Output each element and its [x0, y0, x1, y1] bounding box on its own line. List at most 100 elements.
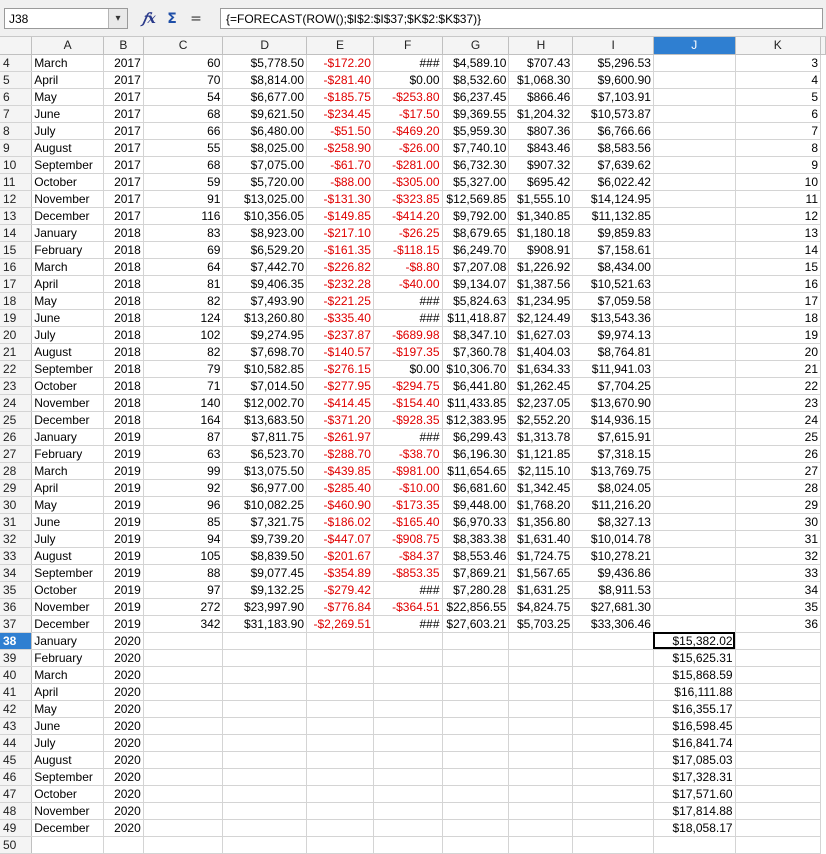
cell-c22[interactable]: 79: [143, 360, 224, 378]
cell-k21[interactable]: 20: [735, 343, 822, 361]
cell-e45[interactable]: [306, 751, 374, 769]
cell-b7[interactable]: 2017: [103, 105, 144, 123]
cell-k45[interactable]: [735, 751, 822, 769]
cell-k29[interactable]: 28: [735, 479, 822, 497]
cell-i30[interactable]: $11,216.20: [572, 496, 654, 514]
cell-a48[interactable]: November: [31, 802, 104, 820]
row-header[interactable]: 21: [0, 343, 33, 361]
cell-b40[interactable]: 2020: [103, 666, 144, 684]
cell-i14[interactable]: $9,859.83: [572, 224, 654, 242]
cell-h8[interactable]: $807.36: [508, 122, 574, 140]
cell-k8[interactable]: 7: [735, 122, 822, 140]
cell-h23[interactable]: $1,262.45: [508, 377, 574, 395]
row-header[interactable]: 42: [0, 700, 33, 718]
cell-j5[interactable]: [653, 71, 736, 89]
cell-a13[interactable]: December: [31, 207, 104, 225]
cell-g45[interactable]: [442, 751, 510, 769]
cell-a40[interactable]: March: [31, 666, 104, 684]
cell-k50[interactable]: [735, 836, 822, 854]
cell-h20[interactable]: $1,627.03: [508, 326, 574, 344]
cell-h18[interactable]: $1,234.95: [508, 292, 574, 310]
cell-k17[interactable]: 16: [735, 275, 822, 293]
cell-i27[interactable]: $7,318.15: [572, 445, 654, 463]
cell-i13[interactable]: $11,132.85: [572, 207, 654, 225]
cell-j39[interactable]: $15,625.31: [653, 649, 736, 667]
cell-k32[interactable]: 31: [735, 530, 822, 548]
cell-h34[interactable]: $1,567.65: [508, 564, 574, 582]
cell-b43[interactable]: 2020: [103, 717, 144, 735]
cell-f13[interactable]: -$414.20: [373, 207, 443, 225]
cell-j11[interactable]: [653, 173, 736, 191]
cell-c24[interactable]: 140: [143, 394, 224, 412]
row-header[interactable]: 28: [0, 462, 33, 480]
cell-d43[interactable]: [222, 717, 308, 735]
name-box[interactable]: J38 ▾: [4, 8, 128, 29]
cell-f50[interactable]: [373, 836, 443, 854]
column-header-e[interactable]: E: [306, 37, 374, 55]
cell-j4[interactable]: [653, 54, 736, 72]
row-header[interactable]: 11: [0, 173, 33, 191]
cell-j48[interactable]: $17,814.88: [653, 802, 736, 820]
cell-e19[interactable]: -$335.40: [306, 309, 374, 327]
cell-g16[interactable]: $7,207.08: [442, 258, 510, 276]
cell-d28[interactable]: $13,075.50: [222, 462, 308, 480]
cell-c46[interactable]: [143, 768, 224, 786]
cell-e30[interactable]: -$460.90: [306, 496, 374, 514]
cell-h31[interactable]: $1,356.80: [508, 513, 574, 531]
cell-a31[interactable]: June: [31, 513, 104, 531]
column-header-f[interactable]: F: [373, 37, 443, 55]
cell-i17[interactable]: $10,521.63: [572, 275, 654, 293]
cell-h11[interactable]: $695.42: [508, 173, 574, 191]
cell-j6[interactable]: [653, 88, 736, 106]
cell-a27[interactable]: February: [31, 445, 104, 463]
row-header[interactable]: 4: [0, 54, 33, 72]
cell-g21[interactable]: $7,360.78: [442, 343, 510, 361]
cell-a46[interactable]: September: [31, 768, 104, 786]
cell-c34[interactable]: 88: [143, 564, 224, 582]
cell-d5[interactable]: $8,814.00: [222, 71, 308, 89]
cell-d40[interactable]: [222, 666, 308, 684]
cell-c5[interactable]: 70: [143, 71, 224, 89]
cell-a43[interactable]: June: [31, 717, 104, 735]
cell-k9[interactable]: 8: [735, 139, 822, 157]
cell-j45[interactable]: $17,085.03: [653, 751, 736, 769]
cell-i26[interactable]: $7,615.91: [572, 428, 654, 446]
cell-h14[interactable]: $1,180.18: [508, 224, 574, 242]
cell-i33[interactable]: $10,278.21: [572, 547, 654, 565]
row-header[interactable]: 44: [0, 734, 33, 752]
cell-g47[interactable]: [442, 785, 510, 803]
cell-a20[interactable]: July: [31, 326, 104, 344]
cell-g24[interactable]: $11,433.85: [442, 394, 510, 412]
cell-h21[interactable]: $1,404.03: [508, 343, 574, 361]
cell-j10[interactable]: [653, 156, 736, 174]
cell-a50[interactable]: [31, 836, 104, 854]
cell-d17[interactable]: $9,406.35: [222, 275, 308, 293]
cell-k7[interactable]: 6: [735, 105, 822, 123]
cell-b26[interactable]: 2019: [103, 428, 144, 446]
cell-j26[interactable]: [653, 428, 736, 446]
cell-f41[interactable]: [373, 683, 443, 701]
cell-e42[interactable]: [306, 700, 374, 718]
cell-b41[interactable]: 2020: [103, 683, 144, 701]
cell-c42[interactable]: [143, 700, 224, 718]
cell-a42[interactable]: May: [31, 700, 104, 718]
cell-d46[interactable]: [222, 768, 308, 786]
cell-e11[interactable]: -$88.00: [306, 173, 374, 191]
cell-g8[interactable]: $5,959.30: [442, 122, 510, 140]
cell-f31[interactable]: -$165.40: [373, 513, 443, 531]
cell-j41[interactable]: $16,111.88: [653, 683, 736, 701]
cell-d30[interactable]: $10,082.25: [222, 496, 308, 514]
cell-f36[interactable]: -$364.51: [373, 598, 443, 616]
cell-e7[interactable]: -$234.45: [306, 105, 374, 123]
cell-j30[interactable]: [653, 496, 736, 514]
cell-k28[interactable]: 27: [735, 462, 822, 480]
row-header[interactable]: 29: [0, 479, 33, 497]
cell-g17[interactable]: $9,134.07: [442, 275, 510, 293]
cell-f15[interactable]: -$118.15: [373, 241, 443, 259]
row-header[interactable]: 22: [0, 360, 33, 378]
cell-c10[interactable]: 68: [143, 156, 224, 174]
row-header[interactable]: 37: [0, 615, 33, 633]
cell-c31[interactable]: 85: [143, 513, 224, 531]
cell-h7[interactable]: $1,204.32: [508, 105, 574, 123]
cell-g41[interactable]: [442, 683, 510, 701]
